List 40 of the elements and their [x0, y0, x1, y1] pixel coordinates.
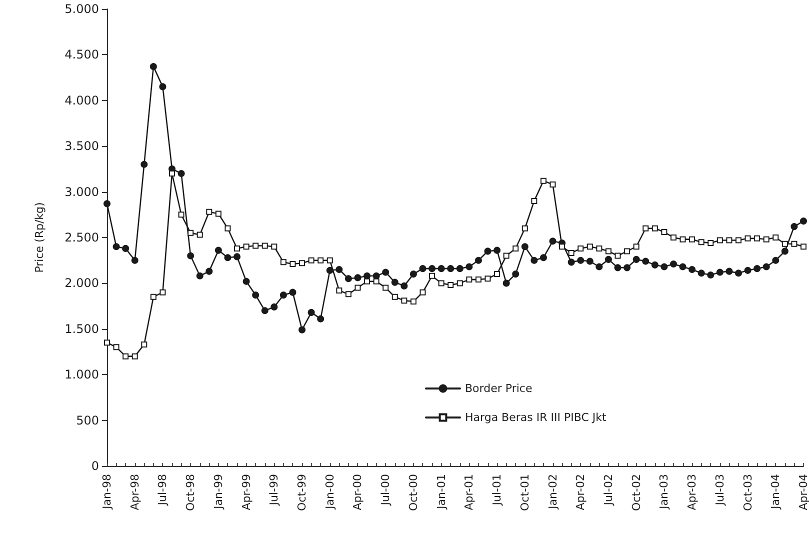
x-tick-label: Oct-99: [296, 474, 309, 511]
x-tick-label: Apr-04: [797, 474, 809, 510]
x-tick-label: Jul-98: [156, 474, 170, 506]
x-tick-label: Apr-99: [240, 474, 253, 510]
y-tick-label: 3.500: [64, 139, 99, 154]
x-tick-label: Jan-99: [212, 474, 225, 510]
x-tick-label: Apr-02: [574, 474, 588, 510]
x-tick-label: Apr-03: [686, 474, 699, 510]
y-tick-label: 5.000: [64, 2, 99, 16]
y-tick-label: 1.000: [64, 368, 99, 382]
legend-label: Harga Beras IR III PIBC Jkt: [465, 411, 607, 424]
y-tick-label: 2.500: [64, 230, 99, 244]
x-tick-label: Jan-98: [100, 474, 114, 510]
x-tick-label: Oct-03: [741, 474, 754, 511]
y-tick-label: 0: [91, 459, 99, 473]
x-tick-label: Apr-98: [128, 474, 142, 510]
y-tick-label: 4.000: [64, 93, 99, 108]
x-tick-label: Jan-04: [769, 474, 782, 510]
x-tick-label: Jul-02: [602, 474, 615, 506]
x-tick-label: Jan-01: [434, 474, 448, 510]
x-tick-label: Jul-00: [379, 474, 392, 506]
x-tick-label: Oct-00: [406, 474, 420, 511]
x-tick-label: Oct-01: [518, 474, 532, 511]
x-tick-label: Jul-03: [713, 474, 726, 506]
y-tick-label: 2.000: [64, 276, 99, 290]
x-tick-label: Apr-01: [462, 474, 476, 510]
x-tick-label: Jan-02: [546, 474, 560, 510]
x-tick-label: Jan-00: [323, 474, 336, 510]
x-tick-label: Jul-01: [490, 474, 504, 506]
x-tick-label: Oct-98: [184, 474, 198, 511]
y-tick-label: 4.500: [64, 48, 99, 62]
y-axis-title: Price (Rp/kg): [33, 202, 46, 273]
x-tick-label: Jul-99: [268, 474, 281, 506]
x-tick-label: Apr-00: [351, 474, 364, 510]
y-tick-label: 3.000: [64, 184, 99, 199]
x-tick-label: Oct-02: [630, 474, 643, 511]
legend-label: Border Price: [465, 382, 532, 395]
y-tick-label: 500: [76, 413, 99, 428]
y-tick-label: 1.500: [64, 322, 99, 336]
x-tick-label: Jan-03: [658, 474, 671, 510]
